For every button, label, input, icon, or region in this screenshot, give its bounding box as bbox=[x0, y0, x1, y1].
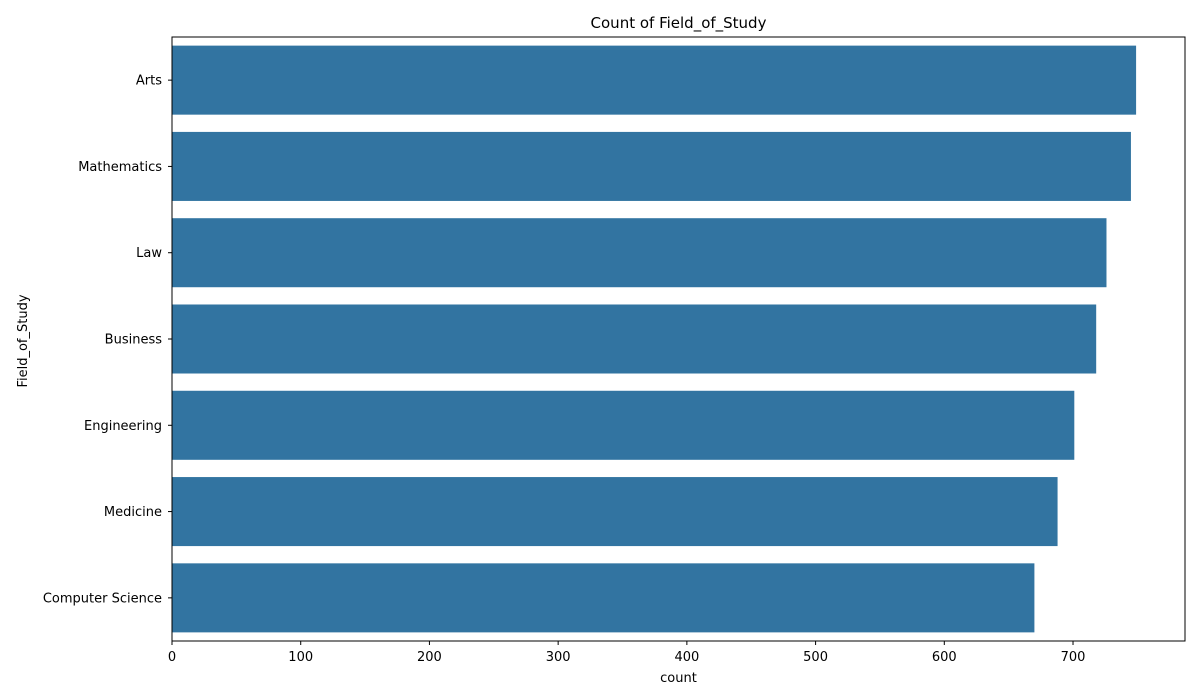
y-axis-label: Field_of_Study bbox=[16, 294, 31, 387]
x-tick-label: 600 bbox=[932, 650, 957, 665]
y-tick-label: Business bbox=[105, 333, 163, 348]
x-tick-label: 400 bbox=[674, 650, 699, 665]
bar-medicine bbox=[172, 477, 1058, 547]
bar-business bbox=[172, 304, 1097, 374]
x-tick-label: 200 bbox=[417, 650, 442, 665]
y-tick-label: Engineering bbox=[84, 419, 162, 434]
bar-engineering bbox=[172, 390, 1075, 460]
x-axis-ticks: 0 100 200 300 400 500 600 700 bbox=[168, 641, 1086, 665]
bar-computer-science bbox=[172, 563, 1035, 633]
bar-mathematics bbox=[172, 131, 1131, 201]
y-tick-label: Mathematics bbox=[78, 160, 162, 175]
y-axis-ticks: Arts Mathematics Law Business Engineering Med… bbox=[43, 74, 172, 606]
x-tick-label: 0 bbox=[168, 650, 176, 665]
bars-group bbox=[172, 45, 1137, 633]
x-tick-label: 500 bbox=[803, 650, 828, 665]
bar-arts bbox=[172, 45, 1137, 115]
x-tick-label: 300 bbox=[546, 650, 571, 665]
plot-frame bbox=[171, 36, 1186, 642]
x-tick-label: 100 bbox=[288, 650, 313, 665]
chart-title: Count of Field_of_Study bbox=[591, 14, 767, 33]
axes-frame bbox=[171, 36, 1186, 642]
x-tick-label: 700 bbox=[1061, 650, 1086, 665]
bar-law bbox=[172, 218, 1107, 288]
x-axis-label: count bbox=[660, 671, 697, 686]
y-tick-label: Arts bbox=[136, 74, 162, 89]
y-tick-label: Law bbox=[136, 246, 162, 261]
y-tick-label: Medicine bbox=[104, 505, 162, 520]
y-tick-label: Computer Science bbox=[43, 591, 162, 606]
